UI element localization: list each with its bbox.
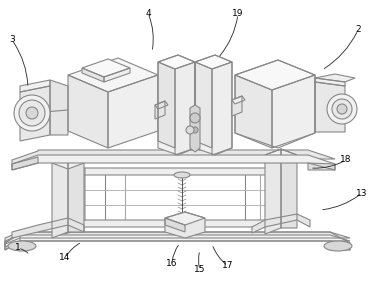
Polygon shape <box>195 55 232 69</box>
Polygon shape <box>235 75 272 148</box>
Polygon shape <box>5 232 350 250</box>
Polygon shape <box>315 82 345 132</box>
Polygon shape <box>12 150 335 166</box>
Polygon shape <box>155 101 168 109</box>
Polygon shape <box>68 58 158 92</box>
Text: 18: 18 <box>340 156 352 164</box>
Polygon shape <box>104 68 130 82</box>
Polygon shape <box>5 234 20 250</box>
Polygon shape <box>330 241 350 250</box>
Polygon shape <box>82 59 130 77</box>
Ellipse shape <box>337 104 347 114</box>
Polygon shape <box>65 168 85 227</box>
Ellipse shape <box>186 126 194 134</box>
Polygon shape <box>265 149 281 234</box>
Polygon shape <box>308 163 335 170</box>
Ellipse shape <box>174 172 190 178</box>
Polygon shape <box>12 157 38 170</box>
Polygon shape <box>158 62 175 148</box>
Text: 16: 16 <box>166 258 178 268</box>
Text: 4: 4 <box>145 8 151 18</box>
Polygon shape <box>165 212 205 225</box>
Polygon shape <box>165 218 185 232</box>
Polygon shape <box>82 68 104 82</box>
Polygon shape <box>12 218 84 238</box>
Text: 17: 17 <box>222 261 234 270</box>
Polygon shape <box>68 75 108 148</box>
Polygon shape <box>52 157 68 238</box>
Text: 3: 3 <box>9 35 15 45</box>
Polygon shape <box>281 149 297 228</box>
Polygon shape <box>158 55 195 69</box>
Polygon shape <box>195 55 232 155</box>
Polygon shape <box>12 155 335 170</box>
Polygon shape <box>165 212 205 238</box>
Text: 13: 13 <box>356 188 368 197</box>
Polygon shape <box>155 101 165 119</box>
Polygon shape <box>5 235 350 247</box>
Ellipse shape <box>192 127 198 133</box>
Ellipse shape <box>327 94 357 124</box>
Polygon shape <box>235 60 315 90</box>
Polygon shape <box>68 157 84 232</box>
Polygon shape <box>20 86 50 141</box>
Polygon shape <box>232 96 242 116</box>
Ellipse shape <box>26 107 38 119</box>
Polygon shape <box>195 62 212 148</box>
Polygon shape <box>265 149 297 161</box>
Text: 15: 15 <box>194 265 206 275</box>
Polygon shape <box>272 75 315 148</box>
Text: 2: 2 <box>355 25 361 35</box>
Polygon shape <box>65 168 285 182</box>
Polygon shape <box>175 62 195 155</box>
Ellipse shape <box>332 99 352 119</box>
Polygon shape <box>108 75 158 148</box>
Polygon shape <box>212 62 232 155</box>
Polygon shape <box>158 55 195 155</box>
Polygon shape <box>52 157 84 169</box>
Polygon shape <box>65 220 285 234</box>
Ellipse shape <box>14 95 50 131</box>
Polygon shape <box>190 105 200 152</box>
Polygon shape <box>265 175 285 227</box>
Ellipse shape <box>324 241 352 251</box>
Polygon shape <box>315 74 355 82</box>
Text: 19: 19 <box>232 9 244 18</box>
Polygon shape <box>20 80 50 92</box>
Polygon shape <box>5 232 350 244</box>
Polygon shape <box>235 60 315 148</box>
Ellipse shape <box>190 113 200 123</box>
Ellipse shape <box>19 100 45 126</box>
Polygon shape <box>50 80 68 135</box>
Text: 1: 1 <box>15 243 21 253</box>
Text: 14: 14 <box>59 253 71 263</box>
Polygon shape <box>252 214 310 233</box>
Ellipse shape <box>8 241 36 251</box>
Polygon shape <box>232 96 245 104</box>
Polygon shape <box>315 78 345 86</box>
